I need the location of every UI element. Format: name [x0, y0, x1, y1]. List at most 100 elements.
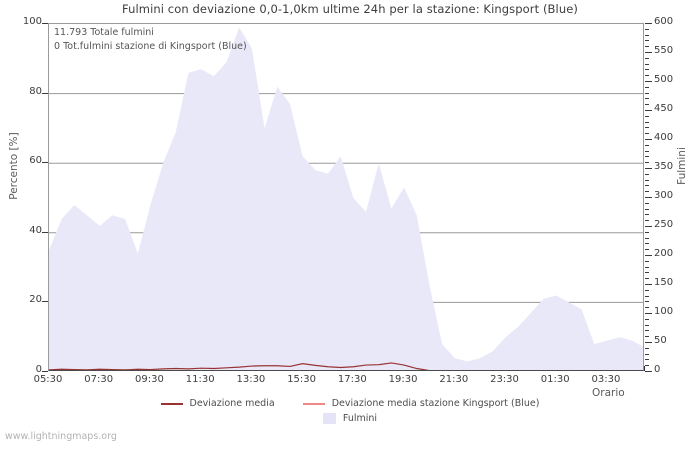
y-axis-right-minor-tick-mark — [645, 46, 649, 48]
y-axis-right-tick-mark — [645, 342, 652, 343]
annotation-total-lightning: 11.793 Totale fulmini — [54, 27, 154, 38]
watermark: www.lightningmaps.org — [5, 431, 117, 442]
y-axis-right-label: Fulmini — [676, 147, 688, 185]
y-axis-right-minor-tick-mark — [645, 40, 649, 42]
y-axis-right-tick-mark — [645, 52, 652, 53]
x-axis-tick-label: 11:30 — [185, 374, 215, 385]
y-axis-left-tick-label: 60 — [29, 155, 42, 167]
y-axis-left-tick-mark — [42, 162, 48, 164]
y-axis-right-tick-label: 200 — [654, 248, 674, 259]
y-axis-right-tick-mark — [645, 197, 652, 198]
y-axis-left-tick-label: 0 — [35, 364, 42, 375]
annotation-station-lightning: 0 Tot.fulmini stazione di Kingsport (Blu… — [54, 41, 247, 52]
x-axis-tick-label: 05:30 — [33, 374, 63, 385]
y-axis-right-tick-label: 0 — [654, 364, 661, 375]
legend-item-deviazione-media[interactable]: Deviazione media — [160, 398, 275, 409]
y-axis-left-tick-label: 40 — [29, 224, 42, 236]
y-axis-right-minor-tick-mark — [645, 278, 649, 280]
y-axis-right-minor-tick-mark — [645, 127, 649, 129]
y-axis-right-minor-tick-mark — [645, 185, 649, 187]
y-axis-right-minor-tick-mark — [645, 237, 649, 239]
y-axis-right-minor-tick-mark — [645, 63, 649, 65]
y-axis-right-minor-tick-mark — [645, 144, 649, 146]
y-axis-right-tick-label: 50 — [654, 335, 667, 346]
y-axis-right-minor-tick-mark — [645, 353, 649, 355]
y-axis-right-minor-tick-mark — [645, 260, 649, 262]
y-axis-right-minor-tick-mark — [645, 243, 649, 245]
y-axis-right-minor-tick-mark — [645, 214, 649, 216]
y-axis-right-tick-mark — [645, 110, 652, 111]
y-axis-right-minor-tick-mark — [645, 121, 649, 123]
y-axis-left-tick-label: 100 — [22, 16, 42, 27]
y-axis-right-minor-tick-mark — [645, 336, 649, 338]
series-canvas — [49, 27, 643, 370]
y-axis-left-tick-label: 20 — [29, 294, 42, 306]
y-axis-right-tick-label: 250 — [654, 219, 674, 230]
legend-row-1: Deviazione media Deviazione media stazio… — [0, 396, 700, 411]
line-series-deviazione-media — [49, 362, 430, 370]
chart-title: Fulmini con deviazione 0,0-1,0km ultime … — [122, 2, 578, 16]
y-axis-right-minor-tick-mark — [645, 365, 649, 367]
y-axis-right-minor-tick-mark — [645, 359, 649, 361]
y-axis-right-tick-label: 150 — [654, 277, 674, 288]
x-axis-tick-mark — [644, 366, 645, 371]
y-axis-right-tick-label: 350 — [654, 161, 674, 172]
x-axis-tick-label: 17:30 — [337, 374, 367, 385]
y-axis-right-tick-label: 600 — [654, 16, 674, 27]
y-axis-right-minor-tick-mark — [645, 28, 649, 30]
legend-row-2: Fulmini — [0, 411, 700, 426]
x-axis-tick-label: 07:30 — [84, 374, 114, 385]
y-axis-right-minor-tick-mark — [645, 98, 649, 100]
y-axis-right-minor-tick-mark — [645, 289, 649, 291]
legend-item-fulmini[interactable]: Fulmini — [322, 413, 378, 424]
y-axis-right-minor-tick-mark — [645, 324, 649, 326]
y-axis-right-minor-tick-mark — [645, 115, 649, 117]
y-axis-right-minor-tick-mark — [645, 249, 649, 251]
y-axis-right-minor-tick-mark — [645, 104, 649, 106]
y-axis-right-minor-tick-mark — [645, 34, 649, 36]
y-axis-right-tick-mark — [645, 226, 652, 227]
legend-swatch-box-icon — [322, 413, 336, 424]
y-axis-right-minor-tick-mark — [645, 69, 649, 71]
x-axis-tick-label: 19:30 — [388, 374, 418, 385]
area-series-fulmini — [49, 27, 643, 370]
legend-item-deviazione-media-stazione[interactable]: Deviazione media stazione Kingsport (Blu… — [302, 398, 540, 409]
y-axis-right-minor-tick-mark — [645, 133, 649, 135]
x-axis-tick-label: 15:30 — [287, 374, 317, 385]
x-axis-tick-label: 13:30 — [236, 374, 266, 385]
y-axis-right-tick-label: 400 — [654, 132, 674, 143]
chart-legend: Deviazione media Deviazione media stazio… — [0, 396, 700, 426]
y-axis-right-minor-tick-mark — [645, 57, 649, 59]
x-axis-label: Orario — [592, 387, 625, 399]
x-axis-tick-label: 09:30 — [135, 374, 164, 385]
y-axis-right-minor-tick-mark — [645, 347, 649, 349]
legend-label: Fulmini — [342, 413, 378, 424]
y-axis-right-tick-label: 300 — [654, 190, 674, 201]
y-axis-right-minor-tick-mark — [645, 162, 649, 164]
y-axis-right-tick-mark — [645, 255, 652, 256]
y-axis-right-minor-tick-mark — [645, 191, 649, 193]
y-axis-right-tick-mark — [645, 81, 652, 82]
y-axis-right-minor-tick-mark — [645, 208, 649, 210]
y-axis-right-minor-tick-mark — [645, 220, 649, 222]
y-axis-right-minor-tick-mark — [645, 307, 649, 309]
y-axis-right-tick-mark — [645, 139, 652, 140]
y-axis-right-tick-mark — [645, 23, 652, 24]
y-axis-right-minor-tick-mark — [645, 150, 649, 152]
y-axis-right-minor-tick-mark — [645, 295, 649, 297]
y-axis-right-tick-label: 450 — [654, 103, 674, 114]
y-axis-left-tick-mark — [42, 371, 48, 372]
x-axis-tick-label: 01:30 — [540, 374, 570, 385]
y-axis-right-tick-label: 500 — [654, 74, 674, 85]
y-axis-right-minor-tick-mark — [645, 202, 649, 204]
y-axis-right-tick-mark — [645, 313, 652, 314]
legend-swatch-line-icon — [302, 402, 325, 405]
y-axis-right-minor-tick-mark — [645, 86, 649, 88]
y-axis-right-minor-tick-mark — [645, 231, 649, 233]
y-axis-left-tick-mark — [42, 301, 48, 303]
y-axis-right-minor-tick-mark — [645, 92, 649, 94]
x-axis-tick-label: 03:30 — [591, 374, 621, 385]
legend-label: Deviazione media stazione Kingsport (Blu… — [331, 398, 540, 409]
y-axis-right-tick-mark — [645, 371, 652, 372]
y-axis-left-tick-mark — [42, 231, 48, 233]
